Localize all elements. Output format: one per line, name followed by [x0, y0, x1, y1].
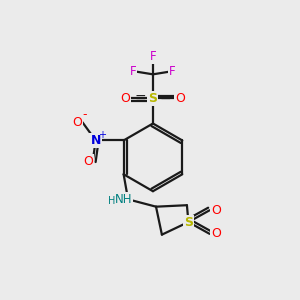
Text: F: F — [150, 50, 156, 63]
Text: NH: NH — [115, 193, 132, 206]
Text: -: - — [82, 108, 87, 121]
Text: O: O — [72, 116, 82, 129]
Text: +: + — [98, 130, 106, 140]
Text: =: = — [160, 92, 171, 106]
Text: N: N — [91, 134, 101, 147]
Text: H: H — [108, 196, 116, 206]
Text: F: F — [130, 65, 136, 78]
Text: O: O — [211, 204, 221, 217]
Text: S: S — [184, 216, 193, 229]
Text: O: O — [176, 92, 185, 105]
Text: =: = — [134, 92, 146, 106]
Text: O: O — [121, 92, 130, 105]
Text: O: O — [83, 155, 93, 168]
Text: S: S — [148, 92, 158, 105]
Text: F: F — [169, 65, 176, 78]
Text: O: O — [211, 227, 221, 240]
